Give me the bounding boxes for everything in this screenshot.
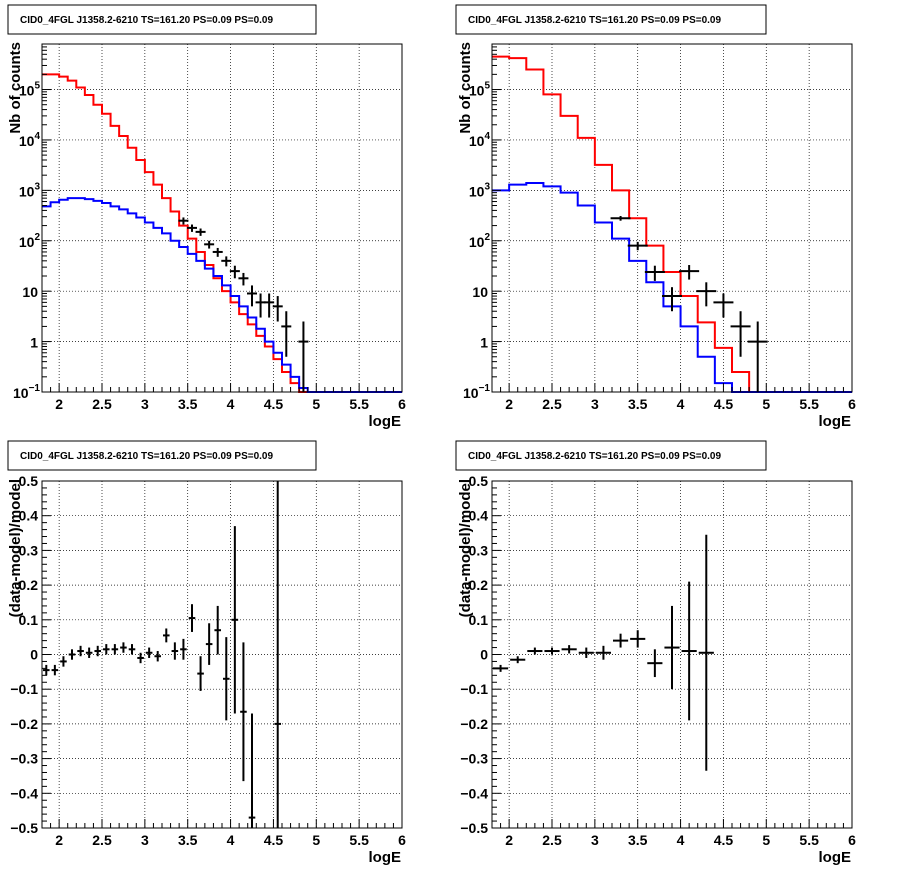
- y-tick-label: −0.3: [460, 751, 488, 767]
- x-tick-label: 6: [848, 396, 856, 412]
- chart-title: CID0_4FGL J1358.2-6210 TS=161.20 PS=0.09…: [468, 15, 721, 26]
- y-tick-label: 10: [472, 284, 488, 300]
- y-tick-label: 10−1: [13, 383, 40, 401]
- x-tick-label: 6: [848, 832, 856, 848]
- title-box: [455, 440, 767, 471]
- y-tick-label: 104: [19, 131, 41, 149]
- y-tick-label: 0.4: [19, 508, 39, 524]
- y-tick-label: −0.3: [10, 751, 38, 767]
- x-tick-label: 5.5: [349, 832, 369, 848]
- chart-top-right: CID0_4FGL J1358.2-6210 TS=161.20 PS=0.09…: [455, 4, 856, 430]
- x-tick-label: 3.5: [628, 396, 648, 412]
- y-tick-label: 1: [30, 335, 38, 351]
- y-tick-label: 105: [19, 81, 41, 99]
- x-tick-label: 4.5: [714, 832, 734, 848]
- y-tick-label: 103: [19, 181, 41, 199]
- x-axis-title: logE: [369, 849, 402, 866]
- chart-top-left: CID0_4FGL J1358.2-6210 TS=161.20 PS=0.09…: [7, 4, 406, 430]
- y-tick-label: 104: [469, 131, 491, 149]
- x-tick-label: 2.5: [92, 832, 112, 848]
- x-tick-label: 2: [505, 832, 513, 848]
- chart-bottom-right: CID0_4FGL J1358.2-6210 TS=161.20 PS=0.09…: [455, 440, 856, 866]
- x-tick-label: 4.5: [264, 396, 284, 412]
- x-tick-label: 5: [762, 396, 770, 412]
- y-tick-label: 0.5: [469, 473, 489, 489]
- y-tick-label: −0.1: [10, 681, 38, 697]
- y-axis-title: (data-model)/model: [457, 479, 474, 617]
- chart-bottom-left: CID0_4FGL J1358.2-6210 TS=161.20 PS=0.09…: [7, 440, 406, 866]
- y-axis-title: Nb of counts: [457, 42, 474, 134]
- y-tick-label: 0.3: [19, 542, 39, 558]
- chart-title: CID0_4FGL J1358.2-6210 TS=161.20 PS=0.09…: [20, 15, 273, 26]
- x-tick-label: 3.5: [628, 832, 648, 848]
- x-tick-label: 5.5: [349, 396, 369, 412]
- x-tick-label: 4: [677, 832, 685, 848]
- y-tick-label: −0.4: [460, 785, 488, 801]
- x-tick-label: 6: [398, 396, 406, 412]
- x-tick-label: 3: [141, 832, 149, 848]
- x-tick-label: 3.5: [178, 832, 198, 848]
- x-tick-label: 3: [591, 396, 599, 412]
- y-tick-label: 10−1: [463, 383, 490, 401]
- x-tick-label: 5.5: [799, 396, 819, 412]
- x-tick-label: 2.5: [542, 396, 562, 412]
- y-tick-label: 0.5: [19, 473, 39, 489]
- x-tick-label: 2.5: [542, 832, 562, 848]
- y-tick-label: 1: [480, 335, 488, 351]
- y-tick-label: −0.5: [460, 820, 488, 836]
- x-tick-label: 2: [55, 832, 63, 848]
- title-box: [455, 4, 767, 35]
- x-tick-label: 4: [677, 396, 685, 412]
- y-tick-label: −0.5: [10, 820, 38, 836]
- x-tick-label: 4.5: [264, 832, 284, 848]
- x-tick-label: 2: [55, 396, 63, 412]
- y-tick-label: −0.1: [460, 681, 488, 697]
- x-tick-label: 2.5: [92, 396, 112, 412]
- x-tick-label: 5.5: [799, 832, 819, 848]
- chart-title: CID0_4FGL J1358.2-6210 TS=161.20 PS=0.09…: [468, 451, 721, 462]
- x-axis-title: logE: [819, 413, 852, 430]
- title-box: [7, 4, 317, 35]
- y-tick-label: 0.1: [469, 612, 489, 628]
- x-tick-label: 3.5: [178, 396, 198, 412]
- y-tick-label: −0.2: [460, 716, 488, 732]
- y-tick-label: 0.2: [469, 577, 489, 593]
- x-tick-label: 4: [227, 396, 235, 412]
- y-tick-label: 0.4: [469, 508, 489, 524]
- y-tick-label: 105: [469, 81, 491, 99]
- y-tick-label: 0: [480, 647, 488, 663]
- y-tick-label: 102: [19, 232, 41, 250]
- x-tick-label: 4.5: [714, 396, 734, 412]
- title-box: [7, 440, 317, 471]
- y-tick-label: 10: [22, 284, 38, 300]
- series-line-1: [42, 197, 402, 393]
- series-line-0: [42, 73, 402, 393]
- y-tick-label: 0.3: [469, 542, 489, 558]
- x-axis-title: logE: [819, 849, 852, 866]
- x-tick-label: 4: [227, 832, 235, 848]
- y-tick-label: 103: [469, 181, 491, 199]
- x-tick-label: 5: [312, 396, 320, 412]
- x-tick-label: 3: [141, 396, 149, 412]
- y-axis-title: Nb of counts: [7, 42, 24, 134]
- x-tick-label: 2: [505, 396, 513, 412]
- x-tick-label: 5: [762, 832, 770, 848]
- y-axis-title: (data-model)/model: [7, 479, 24, 617]
- y-tick-label: 0: [30, 647, 38, 663]
- y-tick-label: 0.2: [19, 577, 39, 593]
- plot-frame: [41, 43, 403, 393]
- plot-frame: [491, 43, 853, 393]
- y-tick-label: 0.1: [19, 612, 39, 628]
- x-axis-title: logE: [369, 413, 402, 430]
- y-tick-label: −0.2: [10, 716, 38, 732]
- chart-title: CID0_4FGL J1358.2-6210 TS=161.20 PS=0.09…: [20, 451, 273, 462]
- x-tick-label: 6: [398, 832, 406, 848]
- x-tick-label: 5: [312, 832, 320, 848]
- y-tick-label: −0.4: [10, 785, 38, 801]
- x-tick-label: 3: [591, 832, 599, 848]
- y-tick-label: 102: [469, 232, 491, 250]
